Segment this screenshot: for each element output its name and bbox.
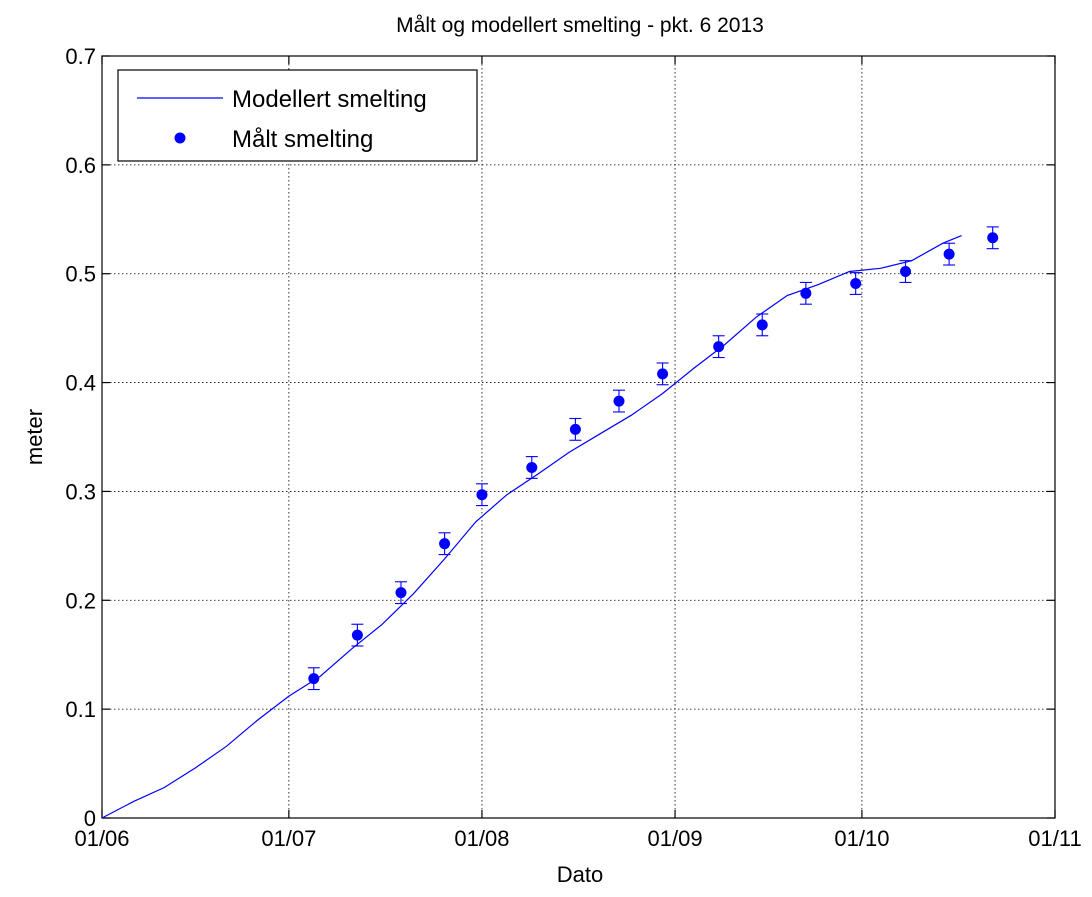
measured-melt-point <box>526 461 538 473</box>
legend-box <box>117 69 478 162</box>
measured-melt-point <box>476 489 488 501</box>
y-axis-title: meter <box>22 409 47 465</box>
measured-melt-point <box>850 278 862 290</box>
axes-layer <box>101 55 1056 819</box>
x-tick-label: 01/08 <box>454 826 509 851</box>
y-tick-label: 0.4 <box>65 371 96 396</box>
x-tick-label: 01/11 <box>1028 826 1081 851</box>
legend: Modellert smelting Målt smelting <box>117 69 478 162</box>
x-axis-title: Dato <box>557 862 603 887</box>
series-layer <box>101 226 999 819</box>
x-tick-label: 01/10 <box>834 826 889 851</box>
y-tick-label: 0.5 <box>65 262 96 287</box>
plot-frame <box>101 55 1056 819</box>
x-tick-label: 01/06 <box>74 826 129 851</box>
measured-melt-point <box>308 673 320 685</box>
measured-melt-point <box>756 319 768 331</box>
measured-melt-point <box>800 287 812 299</box>
y-tick-label: 0.3 <box>65 479 96 504</box>
measured-melt-point <box>987 232 999 244</box>
chart-title: Målt og modellert smelting - pkt. 6 2013 <box>396 14 764 37</box>
y-tick-label: 0.2 <box>65 588 96 613</box>
legend-marker-swatch <box>174 132 186 144</box>
measured-melt-point <box>395 587 407 599</box>
y-tick-label: 0 <box>84 806 96 831</box>
measured-melt-point <box>613 395 625 407</box>
modelled-melt-line <box>101 235 962 819</box>
measured-melt-point <box>713 341 725 353</box>
legend-label-modellert: Modellert smelting <box>232 86 427 113</box>
x-tick-label: 01/07 <box>261 826 316 851</box>
ticks-layer: 01/06 01/07 01/08 01/09 01/10 01/11 0 0.1 0.2 0.3… <box>65 44 1081 851</box>
measured-melt-point <box>657 368 669 380</box>
measured-melt-point <box>900 266 912 278</box>
grid-layer <box>102 56 1055 818</box>
y-tick-label: 0.7 <box>65 44 96 69</box>
measured-melt-point <box>351 629 363 641</box>
measured-melt-point <box>439 538 451 550</box>
y-tick-label: 0.6 <box>65 153 96 178</box>
measured-melt-point <box>569 423 581 435</box>
x-tick-label: 01/09 <box>648 826 703 851</box>
legend-label-malt: Målt smelting <box>232 126 373 153</box>
y-tick-label: 0.1 <box>65 697 96 722</box>
measured-melt-point <box>943 248 955 260</box>
